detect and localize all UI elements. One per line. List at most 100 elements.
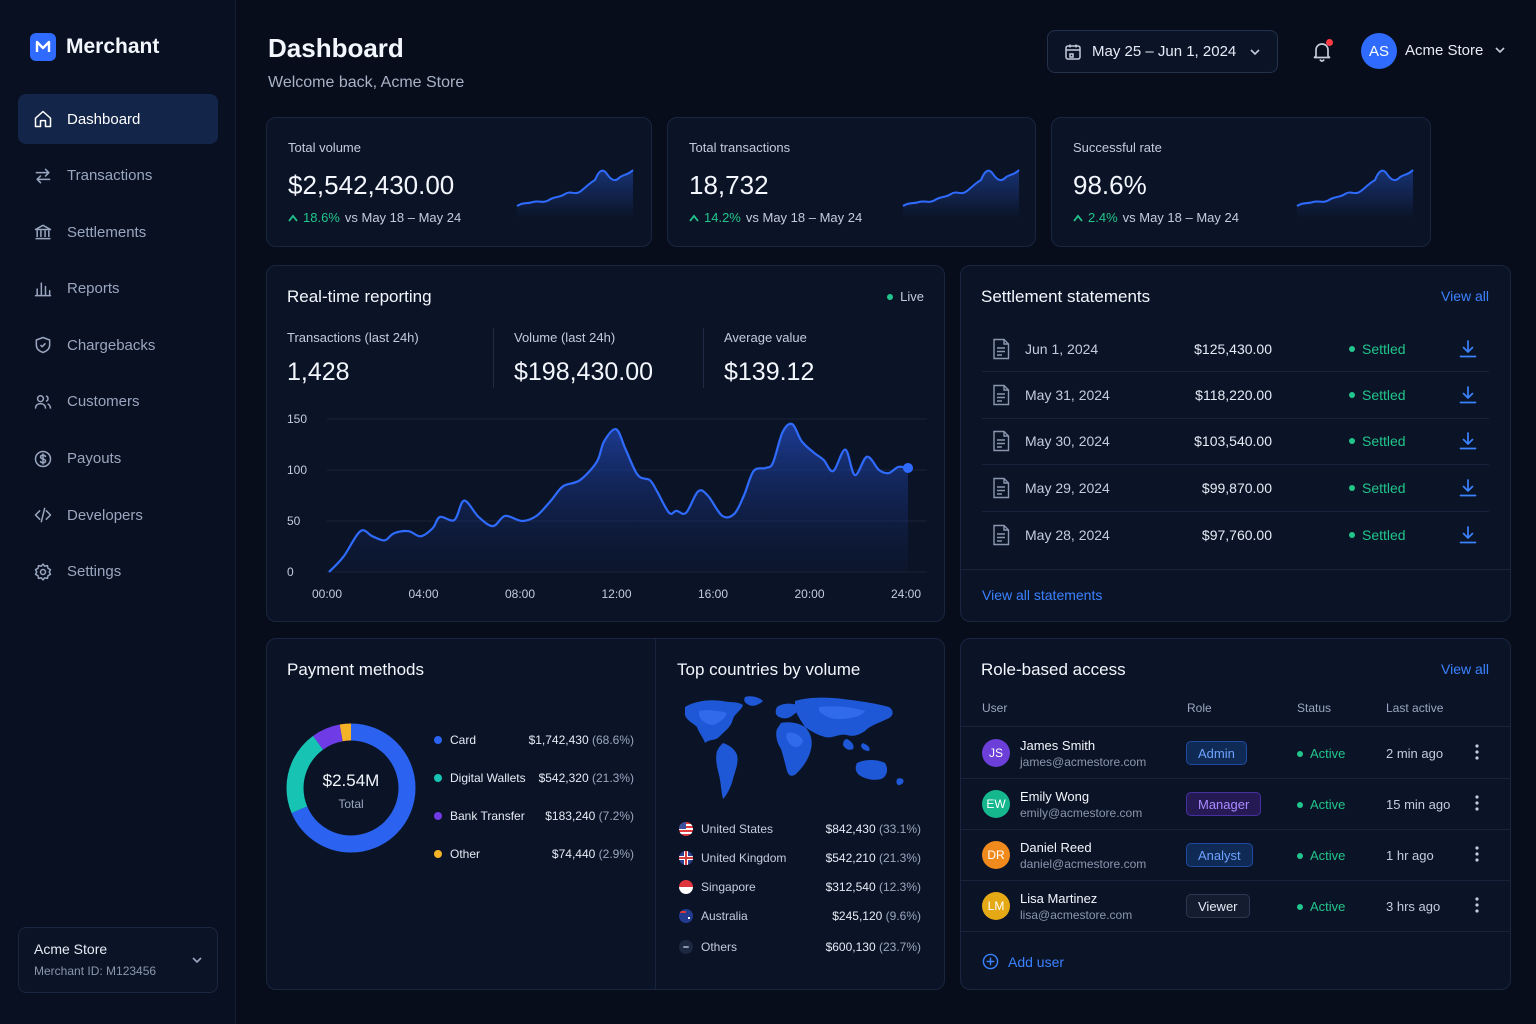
country-row: United States $842,430 (33.1%) (679, 822, 921, 836)
column-header-role: Role (1187, 701, 1212, 715)
bar-chart-icon (34, 282, 52, 297)
download-icon[interactable] (1458, 478, 1478, 498)
avatar: EW (982, 790, 1010, 818)
kpi-compare: vs May 18 – May 24 (1122, 210, 1239, 225)
document-icon (993, 431, 1010, 452)
view-all-settlements-link[interactable]: View all (1441, 288, 1489, 304)
country-row: Singapore $312,540 (12.3%) (679, 880, 921, 894)
sparkline (1296, 169, 1414, 218)
metric-transactions: Transactions (last 24h) 1,428 (287, 330, 419, 387)
table-row[interactable]: JS James Smith james@acmestore.com Admin… (961, 728, 1510, 779)
y-tick-label: 50 (287, 514, 301, 528)
status-label: Active (1310, 848, 1346, 863)
table-row[interactable]: Jun 1, 2024 $125,430.00 Settled (982, 326, 1489, 373)
sidebar-item-developers[interactable]: Developers (18, 490, 218, 540)
table-row[interactable]: EW Emily Wong emily@acmestore.com Manage… (961, 779, 1510, 830)
donut-slice[interactable] (286, 723, 416, 853)
user-name: Daniel Reed (1020, 840, 1092, 855)
user-email: lisa@acmestore.com (1020, 908, 1133, 922)
status-badge: Active (1297, 848, 1345, 863)
card-title: Settlement statements (981, 287, 1151, 306)
realtime-area-chart (327, 418, 927, 573)
merchant-logo-icon (30, 33, 56, 61)
avatar[interactable]: AS (1361, 33, 1397, 69)
download-icon[interactable] (1458, 525, 1478, 545)
date-range-picker[interactable]: May 25 – Jun 1, 2024 (1047, 30, 1278, 73)
statement-amount: $97,760.00 (1201, 526, 1272, 543)
country-value: $312,540 (12.3%) (825, 880, 921, 894)
last-active: 15 min ago (1386, 797, 1451, 812)
download-icon[interactable] (1458, 339, 1478, 359)
divider (961, 569, 1510, 570)
sidebar-item-customers[interactable]: Customers (18, 377, 218, 427)
status-dot (1349, 531, 1355, 538)
statement-date: May 30, 2024 (1025, 433, 1110, 450)
sidebar-item-payouts[interactable]: Payouts (18, 434, 218, 484)
statement-date: May 31, 2024 (1025, 387, 1110, 404)
arrow-up-icon (1073, 214, 1083, 222)
series-line (328, 422, 909, 573)
sidebar-item-reports[interactable]: Reports (18, 264, 218, 314)
area-fill (329, 423, 908, 572)
kpi-label: Successful rate (1073, 140, 1162, 155)
notifications-button[interactable] (1310, 39, 1334, 63)
status-badge: Active (1297, 746, 1345, 761)
table-row[interactable]: LM Lisa Martinez lisa@acmestore.com View… (961, 881, 1510, 932)
table-row[interactable]: May 29, 2024 $99,870.00 Settled (982, 465, 1489, 512)
status-dot (1297, 903, 1303, 910)
country-value: $542,210 (21.3%) (825, 851, 921, 865)
bank-icon (34, 224, 52, 240)
legend-item: Other $74,440 (2.9%) (434, 847, 634, 861)
sidebar-item-chargebacks[interactable]: Chargebacks (18, 320, 218, 370)
add-user-button[interactable]: Add user (982, 953, 1064, 970)
date-range-label: May 25 – Jun 1, 2024 (1092, 43, 1237, 60)
table-row[interactable]: DR Daniel Reed daniel@acmestore.com Anal… (961, 830, 1510, 881)
legend-value: $183,240 (7.2%) (545, 809, 634, 823)
view-all-statements-link[interactable]: View all statements (982, 587, 1103, 603)
statement-amount: $99,870.00 (1201, 479, 1272, 496)
user-name: Lisa Martinez (1020, 891, 1098, 906)
sidebar-item-settlements[interactable]: Settlements (18, 207, 218, 257)
sparkline (902, 169, 1020, 218)
sidebar-item-transactions[interactable]: Transactions (18, 151, 218, 201)
more-vertical-icon[interactable] (1474, 794, 1480, 812)
chevron-down-icon[interactable] (1494, 44, 1506, 56)
legend-item: Bank Transfer $183,240 (7.2%) (434, 809, 634, 823)
download-icon[interactable] (1458, 385, 1478, 405)
kpi-change-value: 14.2% (704, 210, 741, 225)
payments-countries-card: Payment methods $2.54M Total Card $1,742,… (266, 638, 945, 990)
settlement-statements-card: Settlement statements View all Jun 1, 20… (960, 265, 1511, 622)
last-point[interactable] (903, 462, 913, 473)
uk-flag-icon (679, 851, 693, 865)
more-vertical-icon[interactable] (1474, 743, 1480, 761)
metric-value: $139.12 (724, 358, 815, 386)
store-switcher[interactable]: Acme Store Merchant ID: M123456 (18, 927, 218, 993)
table-row[interactable]: May 31, 2024 $118,220.00 Settled (982, 372, 1489, 419)
more-vertical-icon[interactable] (1474, 845, 1480, 863)
view-all-users-link[interactable]: View all (1441, 661, 1489, 677)
brand[interactable]: Merchant (30, 33, 159, 61)
document-icon (993, 384, 1010, 406)
table-row[interactable]: May 28, 2024 $97,760.00 Settled (982, 512, 1489, 558)
statement-date: May 28, 2024 (1025, 526, 1110, 543)
user-menu-name[interactable]: Acme Store (1405, 42, 1484, 59)
donut-slice[interactable] (286, 723, 416, 853)
avatar: JS (982, 739, 1010, 767)
more-vertical-icon[interactable] (1474, 896, 1480, 914)
status-label: Settled (1362, 340, 1406, 357)
divider (655, 639, 656, 989)
status-dot (1297, 750, 1303, 757)
legend-dot (434, 850, 442, 858)
metric-average: Average value $139.12 (724, 330, 814, 387)
user-email: james@acmestore.com (1020, 755, 1147, 769)
user-name: James Smith (1020, 738, 1096, 753)
calendar-icon (1065, 44, 1081, 60)
legend-item: Digital Wallets $542,320 (21.3%) (434, 771, 634, 785)
bell-icon (1313, 43, 1331, 62)
sidebar-item-settings[interactable]: Settings (18, 547, 218, 597)
table-row[interactable]: May 30, 2024 $103,540.00 Settled (982, 419, 1489, 466)
sidebar-item-dashboard[interactable]: Dashboard (18, 94, 218, 144)
download-icon[interactable] (1458, 431, 1478, 451)
last-active: 3 hrs ago (1386, 899, 1441, 914)
kpi-value: 98.6% (1073, 170, 1147, 200)
